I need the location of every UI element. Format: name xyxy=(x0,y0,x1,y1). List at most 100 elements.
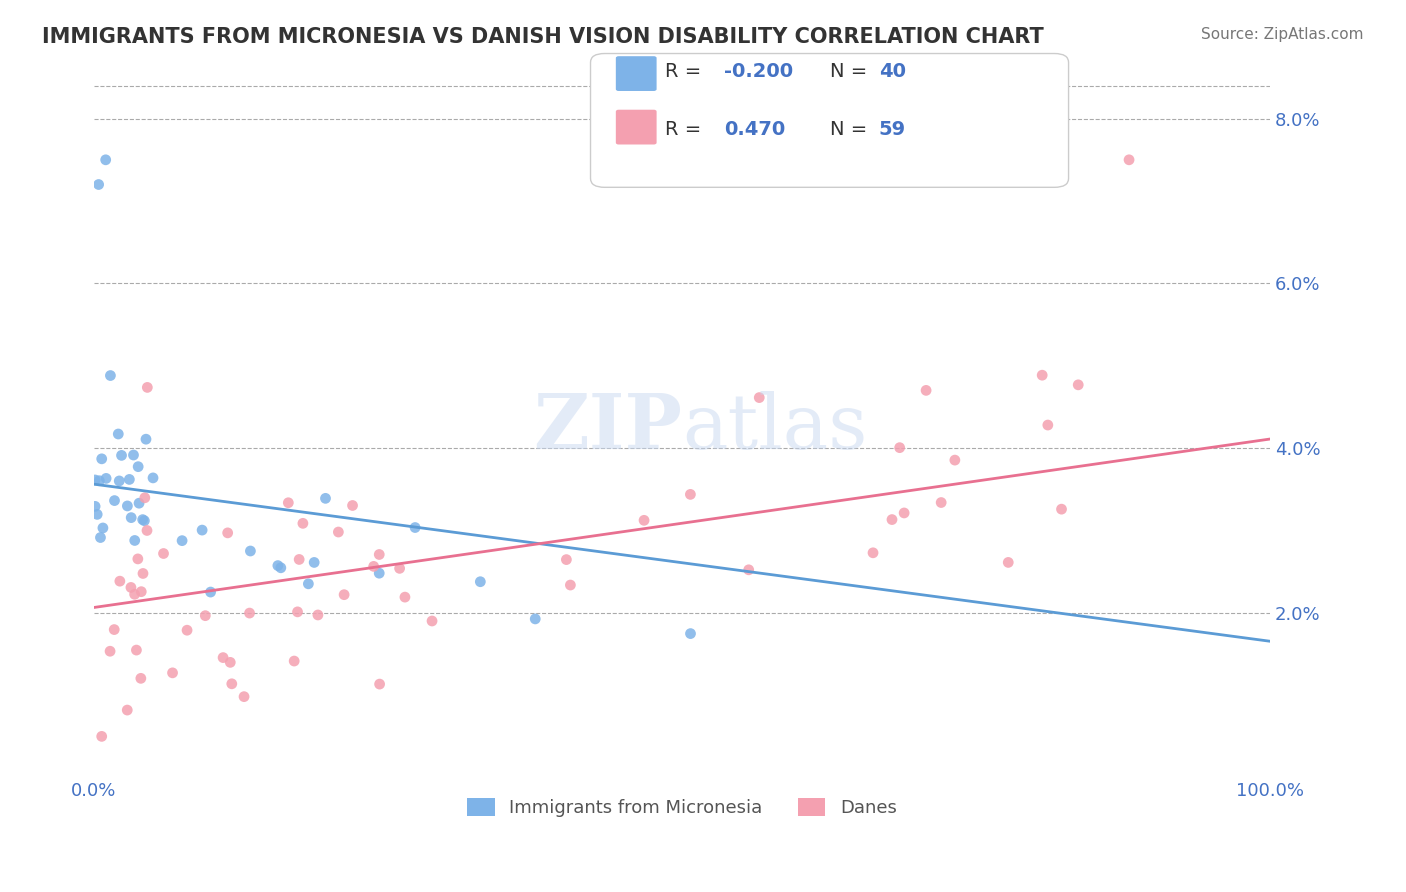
Point xyxy=(200,585,222,599)
Point xyxy=(368,548,391,562)
Point xyxy=(363,559,385,574)
Point xyxy=(368,677,391,691)
Point xyxy=(287,605,309,619)
Point xyxy=(129,671,152,685)
Point xyxy=(217,525,239,540)
Point xyxy=(943,453,966,467)
Point xyxy=(176,624,198,638)
Point xyxy=(131,513,153,527)
Point xyxy=(1067,377,1090,392)
Point xyxy=(524,612,547,626)
Legend: Immigrants from Micronesia, Danes: Immigrants from Micronesia, Danes xyxy=(460,790,904,824)
Point xyxy=(748,391,770,405)
Point xyxy=(142,471,165,485)
Point xyxy=(124,533,146,548)
Point xyxy=(117,703,139,717)
Point xyxy=(128,496,150,510)
Point xyxy=(90,451,112,466)
Point xyxy=(212,650,235,665)
Point xyxy=(342,499,364,513)
Point xyxy=(103,623,125,637)
Point xyxy=(333,588,356,602)
Point xyxy=(239,544,262,558)
Point xyxy=(94,471,117,485)
Point xyxy=(117,499,139,513)
Point xyxy=(127,459,149,474)
Point xyxy=(134,514,156,528)
Point xyxy=(277,496,299,510)
Point xyxy=(219,656,242,670)
Point xyxy=(307,607,329,622)
Point xyxy=(893,506,915,520)
Point xyxy=(172,533,194,548)
Point xyxy=(118,472,141,486)
Point xyxy=(84,500,107,514)
Text: -0.200: -0.200 xyxy=(724,62,793,81)
Text: Source: ZipAtlas.com: Source: ZipAtlas.com xyxy=(1201,27,1364,42)
Point xyxy=(1036,418,1059,433)
Point xyxy=(100,368,122,383)
Point xyxy=(1031,368,1053,383)
Point xyxy=(915,384,938,398)
Text: N =: N = xyxy=(830,62,873,81)
Point xyxy=(889,441,911,455)
Point xyxy=(420,614,443,628)
Point xyxy=(738,563,761,577)
Point xyxy=(560,578,582,592)
Point xyxy=(120,510,142,524)
Point xyxy=(152,547,174,561)
Point xyxy=(270,561,292,575)
Point xyxy=(297,577,319,591)
Point xyxy=(124,587,146,601)
Text: N =: N = xyxy=(830,120,873,139)
Point xyxy=(470,574,492,589)
Point xyxy=(110,449,132,463)
Point xyxy=(997,556,1019,570)
Point xyxy=(291,516,314,531)
Point xyxy=(84,473,107,487)
Point xyxy=(108,474,131,488)
Point xyxy=(302,556,325,570)
Point xyxy=(120,581,142,595)
Point xyxy=(679,626,702,640)
Point xyxy=(162,665,184,680)
Point xyxy=(86,508,108,522)
Point xyxy=(328,524,350,539)
Point xyxy=(394,590,416,604)
Point xyxy=(288,552,311,566)
Point xyxy=(283,654,305,668)
Text: R =: R = xyxy=(665,62,707,81)
Text: 40: 40 xyxy=(879,62,905,81)
Point xyxy=(129,584,152,599)
Point xyxy=(98,644,121,658)
Point xyxy=(87,178,110,192)
Point xyxy=(135,432,157,446)
Text: ZIP: ZIP xyxy=(533,391,682,465)
Text: 59: 59 xyxy=(879,120,905,139)
Point xyxy=(233,690,256,704)
Point xyxy=(127,552,149,566)
Text: IMMIGRANTS FROM MICRONESIA VS DANISH VISION DISABILITY CORRELATION CHART: IMMIGRANTS FROM MICRONESIA VS DANISH VIS… xyxy=(42,27,1043,46)
Point xyxy=(136,524,159,538)
Point xyxy=(134,491,156,505)
Point xyxy=(929,495,952,509)
Point xyxy=(108,574,131,589)
Point xyxy=(89,531,111,545)
Point xyxy=(267,558,290,573)
Point xyxy=(1050,502,1073,516)
Point xyxy=(633,513,655,527)
Point xyxy=(221,677,243,691)
Point xyxy=(862,546,884,560)
Point xyxy=(107,427,129,442)
Point xyxy=(368,566,391,581)
Point xyxy=(94,153,117,167)
Point xyxy=(132,566,155,581)
Point xyxy=(89,474,111,488)
Point xyxy=(191,523,214,537)
Point xyxy=(91,521,114,535)
Point xyxy=(880,512,903,526)
Point xyxy=(315,491,337,506)
Text: R =: R = xyxy=(665,120,707,139)
Point xyxy=(122,448,145,462)
Point xyxy=(388,561,411,575)
